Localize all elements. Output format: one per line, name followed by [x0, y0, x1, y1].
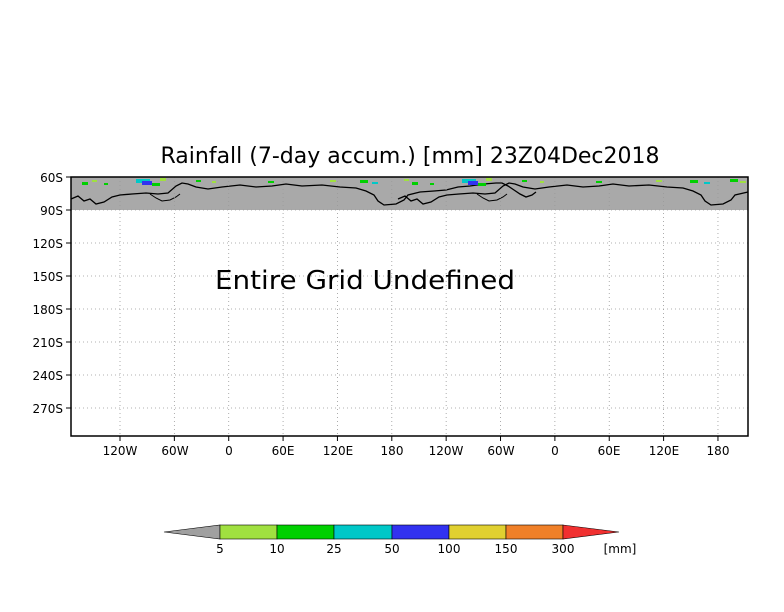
x-tick-label: 60W [487, 444, 514, 458]
y-tick-label: 120S [32, 237, 63, 251]
colorbar-label: 50 [384, 542, 399, 556]
colorbar-label: 100 [438, 542, 461, 556]
coastline-left [70, 182, 537, 206]
x-tick-label: 0 [225, 444, 233, 458]
undefined-grid-message: Entire Grid Undefined [215, 266, 515, 296]
y-tick-label: 270S [32, 402, 63, 416]
colorbar: 5 10 25 50 100 150 300 [mm] [163, 524, 637, 556]
plot-frame [70, 176, 749, 437]
y-tick-label: 90S [40, 204, 63, 218]
colorbar-bin [333, 524, 393, 540]
colorbar-label: 25 [326, 542, 341, 556]
colorbar-label: 300 [552, 542, 575, 556]
colorbar-bin [276, 524, 335, 540]
x-tick-label: 60E [598, 444, 621, 458]
x-tick-label: 180 [381, 444, 404, 458]
x-tick-label: 120E [323, 444, 354, 458]
colorbar-below-arrow [163, 524, 221, 540]
colorbar-bin [448, 524, 507, 540]
rainfall-speckles [82, 178, 746, 186]
y-tick-label: 180S [32, 303, 63, 317]
colorbar-label: 5 [216, 542, 224, 556]
coastline-right [397, 182, 749, 206]
land-band [71, 177, 748, 210]
colorbar-bin [391, 524, 450, 540]
x-tick-label: 0 [551, 444, 559, 458]
y-tick-label: 60S [40, 171, 63, 185]
x-tick-label: 120W [103, 444, 138, 458]
colorbar-label: 150 [495, 542, 518, 556]
y-tick-label: 240S [32, 369, 63, 383]
colorbar-bin [219, 524, 278, 540]
y-tick-label: 210S [32, 336, 63, 350]
colorbar-above-arrow [562, 524, 620, 540]
x-tick-label: 120E [649, 444, 680, 458]
colorbar-bin [505, 524, 564, 540]
tick-marks [66, 176, 719, 441]
x-tick-label: 60E [272, 444, 295, 458]
colorbar-unit: [mm] [604, 542, 637, 556]
ice-shelf-left [149, 193, 181, 202]
y-tick-label: 150S [32, 270, 63, 284]
plot-background [71, 177, 748, 436]
x-tick-label: 60W [161, 444, 188, 458]
x-axis-labels: 120W 60W 0 60E 120E 180 120W 60W 0 60E 1… [103, 444, 730, 458]
grid-lines [71, 177, 748, 436]
map-title: Rainfall (7-day accum.) [mm] 23Z04Dec201… [160, 144, 659, 169]
colorbar-label: 10 [269, 542, 284, 556]
x-tick-label: 180 [707, 444, 730, 458]
y-axis-labels: 60S 90S 120S 150S 180S 210S 240S 270S [32, 171, 63, 416]
ice-shelf-right [476, 193, 508, 202]
x-tick-label: 120W [429, 444, 464, 458]
